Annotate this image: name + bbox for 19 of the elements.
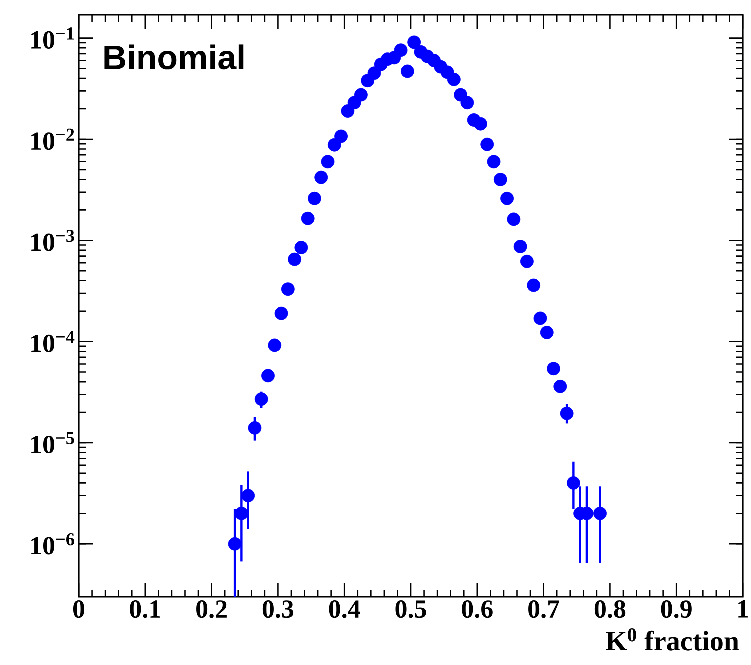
x-tick-label: 0.5 [396, 600, 426, 618]
x-tick-label: 1 [738, 600, 748, 618]
annotation: Binomial [104, 44, 244, 70]
x-axis-title: K$^{0}$ fraction [606, 628, 740, 651]
x-tick-label: 0.9 [661, 600, 692, 618]
x-tick-label: 0.3 [262, 600, 294, 618]
y-tick-label: 10$^{−2}$ [32, 128, 74, 150]
y-tick-label: 10$^{−3}$ [32, 230, 74, 252]
y-tick-label: 10$^{−5}$ [32, 432, 74, 454]
x-tick-label: 0.8 [594, 600, 626, 618]
x-tick-label: 0.6 [462, 600, 493, 618]
y-tick-label: 10$^{−4}$ [32, 331, 75, 352]
y-tick-label: 10$^{−1}$ [32, 28, 74, 49]
x-tick-label: 0.2 [196, 600, 227, 618]
y-tick-label: 10$^{−6}$ [32, 533, 74, 555]
x-tick-label: 0.7 [528, 600, 560, 618]
x-tick-label: 0 [73, 600, 85, 618]
x-tick-label: 0.1 [130, 600, 160, 618]
x-tick-label: 0.4 [329, 600, 360, 618]
